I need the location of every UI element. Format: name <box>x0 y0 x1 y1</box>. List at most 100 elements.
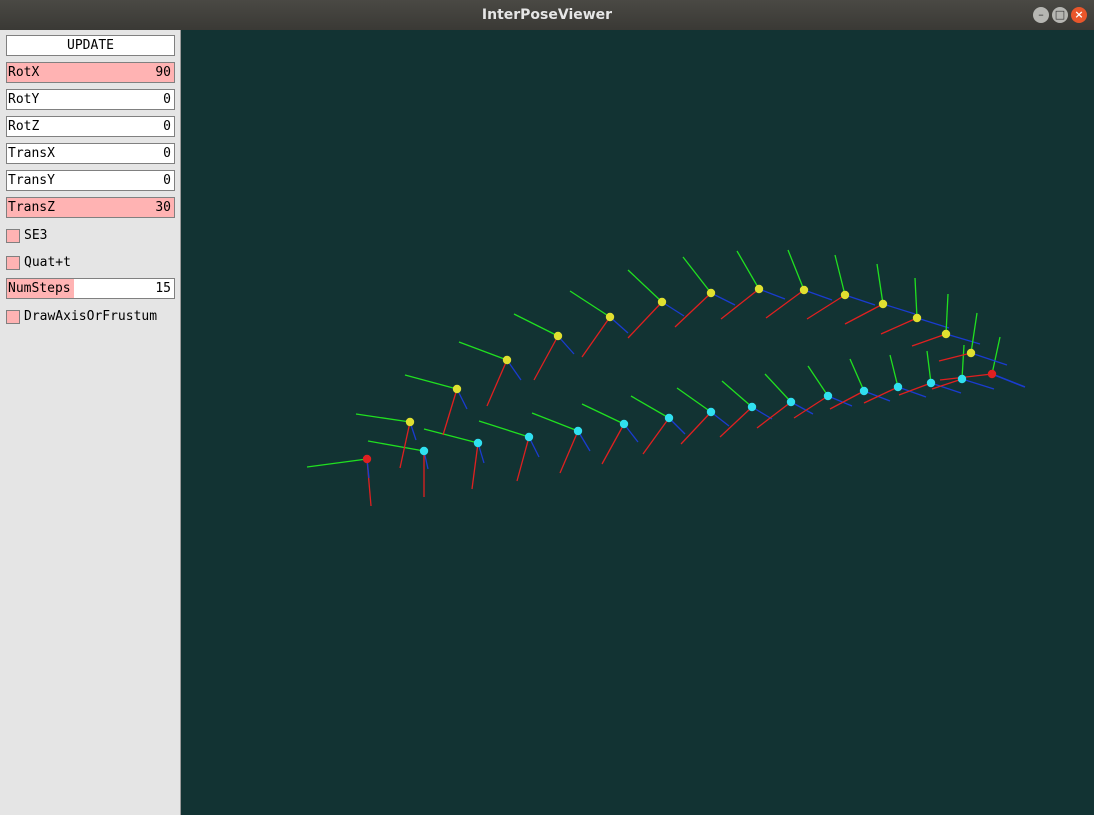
lower-path-y-axis-4 <box>581 403 625 425</box>
lower-path-y-axis-5 <box>630 395 670 419</box>
se3-checkbox-box[interactable] <box>6 229 20 243</box>
upper-path-x-axis-10 <box>844 303 884 325</box>
lower-path-y-axis-12 <box>926 350 932 384</box>
upper-path-pose-point-8 <box>799 285 809 295</box>
transx-label: TransX <box>8 146 55 161</box>
upper-path-y-axis-7 <box>736 250 760 290</box>
transx-value: 0 <box>163 146 171 161</box>
rotz-label: RotZ <box>8 119 40 134</box>
lower-path-y-axis-11 <box>889 354 899 388</box>
lower-path-x-axis-11 <box>863 386 899 404</box>
upper-path-pose-point-12 <box>941 329 951 339</box>
numsteps-label: NumSteps <box>8 281 71 296</box>
lower-path-y-axis-10 <box>849 358 865 392</box>
upper-path-x-axis-5 <box>627 301 663 339</box>
lower-path-y-axis-9 <box>807 365 829 397</box>
3d-viewport[interactable] <box>181 30 1094 815</box>
upper-path-y-axis-13 <box>970 312 978 354</box>
numsteps-value: 15 <box>155 281 171 296</box>
upper-path-pose-point-4 <box>605 312 615 322</box>
upper-path-pose-point-0 <box>405 417 415 427</box>
upper-path-y-axis-0 <box>355 413 411 423</box>
lower-path-x-axis-9 <box>793 395 829 419</box>
upper-path-pose-point-5 <box>657 297 667 307</box>
rotx-value: 90 <box>155 65 171 80</box>
lower-path-z-axis-9 <box>827 395 853 407</box>
rotz-slider[interactable]: RotZ 0 <box>6 116 175 137</box>
upper-path-z-axis-5 <box>661 301 685 317</box>
lower-path-pose-point-5 <box>664 413 674 423</box>
upper-path-pose-point-7 <box>754 284 764 294</box>
minimize-icon[interactable]: – <box>1033 7 1049 23</box>
lower-path-y-axis-7 <box>721 380 753 408</box>
lower-path-pose-point-12 <box>926 378 936 388</box>
lower-path-pose-point-13 <box>957 374 967 384</box>
close-icon[interactable]: × <box>1071 7 1087 23</box>
draw-axis-label: DrawAxisOrFrustum <box>24 309 158 324</box>
lower-path-x-axis-13 <box>931 378 963 390</box>
update-button[interactable]: UPDATE <box>6 35 175 56</box>
quat-label: Quat+t <box>24 255 71 270</box>
start-y-axis <box>306 458 368 468</box>
upper-path-y-axis-8 <box>787 249 805 291</box>
lower-path-pose-point-8 <box>786 397 796 407</box>
upper-path-pose-point-11 <box>912 313 922 323</box>
window-title: InterPoseViewer <box>481 7 613 23</box>
lower-path-x-axis-4 <box>601 423 625 465</box>
lower-path-pose-point-1 <box>473 438 483 448</box>
upper-path-z-axis-12 <box>945 333 981 345</box>
roty-slider[interactable]: RotY 0 <box>6 89 175 110</box>
lower-path-x-axis-5 <box>642 417 670 455</box>
upper-path-pose-point-1 <box>452 384 462 394</box>
upper-path-x-axis-2 <box>486 359 508 407</box>
rotx-slider[interactable]: RotX 90 <box>6 62 175 83</box>
upper-path-x-axis-11 <box>880 317 918 335</box>
lower-path-pose-point-3 <box>573 426 583 436</box>
upper-path-x-axis-12 <box>911 333 947 347</box>
control-panel: UPDATE RotX 90 RotY 0 RotZ 0 TransX 0 Tr… <box>0 30 181 815</box>
quat-checkbox-box[interactable] <box>6 256 20 270</box>
transy-slider[interactable]: TransY 0 <box>6 170 175 191</box>
lower-path-x-axis-1 <box>471 442 479 490</box>
pose-scene <box>306 249 1026 507</box>
lower-path-pose-point-10 <box>859 386 869 396</box>
upper-path-y-axis-12 <box>945 293 949 335</box>
upper-path-x-axis-7 <box>720 288 760 320</box>
rotx-label: RotX <box>8 65 40 80</box>
lower-path-x-axis-6 <box>680 411 712 445</box>
draw-axis-checkbox-box[interactable] <box>6 310 20 324</box>
upper-path-z-axis-6 <box>710 292 736 306</box>
upper-path-z-axis-11 <box>916 317 950 329</box>
end-y-axis <box>991 336 1001 375</box>
lower-path-z-axis-12 <box>930 382 962 394</box>
transz-slider[interactable]: TransZ 30 <box>6 197 175 218</box>
title-bar[interactable]: InterPoseViewer – □ × <box>0 0 1094 30</box>
upper-path-pose-point-3 <box>553 331 563 341</box>
upper-path-y-axis-1 <box>404 374 458 390</box>
lower-path-y-axis-0 <box>367 440 425 452</box>
roty-label: RotY <box>8 92 40 107</box>
upper-path-pose-point-9 <box>840 290 850 300</box>
upper-path-y-axis-2 <box>458 341 508 361</box>
upper-path-x-axis-3 <box>533 335 559 381</box>
roty-value: 0 <box>163 92 171 107</box>
upper-path-y-axis-5 <box>627 269 663 303</box>
upper-path-y-axis-6 <box>682 256 712 294</box>
maximize-icon[interactable]: □ <box>1052 7 1068 23</box>
lower-path-pose-point-11 <box>893 382 903 392</box>
lower-path-x-axis-3 <box>559 430 579 474</box>
numsteps-slider[interactable]: NumSteps 15 <box>6 278 175 299</box>
upper-path-pose-point-6 <box>706 288 716 298</box>
se3-label: SE3 <box>24 228 48 243</box>
lower-path-pose-point-6 <box>706 407 716 417</box>
upper-path-x-axis-13 <box>938 352 972 362</box>
lower-path-pose-point-4 <box>619 419 629 429</box>
lower-path-y-axis-6 <box>676 387 712 413</box>
rotz-value: 0 <box>163 119 171 134</box>
transz-slider-fill <box>7 198 174 217</box>
upper-path-x-axis-9 <box>806 294 846 320</box>
transx-slider[interactable]: TransX 0 <box>6 143 175 164</box>
upper-path-y-axis-10 <box>876 263 884 305</box>
transy-label: TransY <box>8 173 55 188</box>
